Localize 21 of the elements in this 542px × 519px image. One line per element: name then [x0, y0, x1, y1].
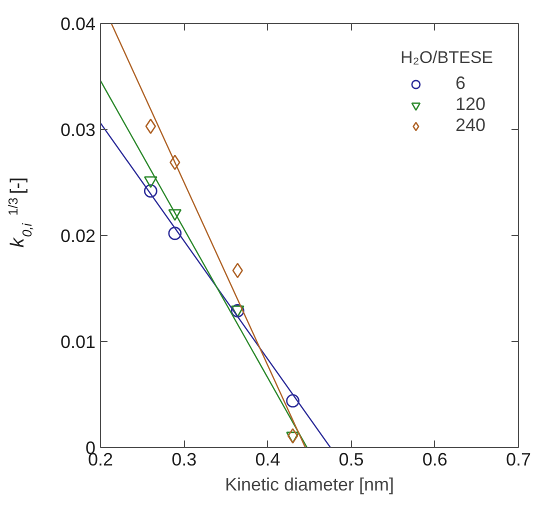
y-axis-title: k0,i1/3 [-]	[6, 177, 34, 248]
x-axis-title: Kinetic diameter [nm]	[224, 474, 394, 494]
y-tick-label: 0.01	[60, 332, 96, 352]
x-tick-label: 0.3	[172, 450, 197, 470]
point	[144, 184, 158, 198]
x-tick-label: 0.6	[422, 450, 448, 470]
point	[168, 226, 182, 240]
legend-title: H₂O/BTESE	[400, 48, 493, 68]
point	[145, 118, 156, 134]
point	[286, 394, 300, 408]
x-tick-label: 0.7	[506, 450, 532, 470]
x-tick-label: 0.4	[255, 450, 280, 470]
y-tick-label: 0.02	[60, 226, 96, 246]
x-tick-label: 0.5	[338, 450, 364, 470]
legend-label: 6	[455, 73, 466, 94]
y-tick-label: 0.03	[60, 120, 96, 140]
legend-label: 120	[455, 94, 486, 115]
y-tick-label: 0.04	[60, 14, 96, 34]
point	[286, 432, 300, 444]
point	[287, 428, 298, 444]
legend-label: 240	[455, 115, 486, 136]
